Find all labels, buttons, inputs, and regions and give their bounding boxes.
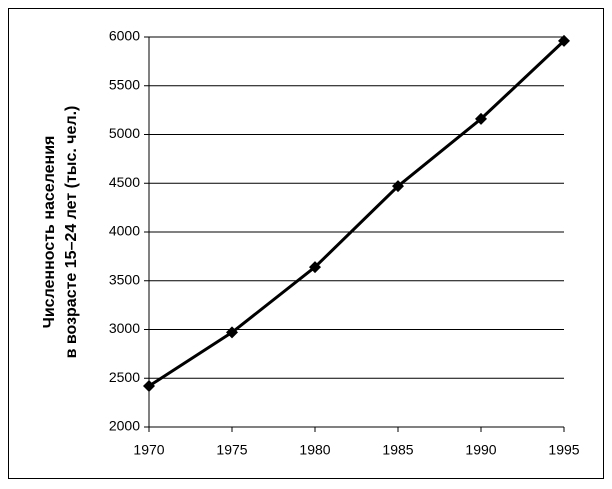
y-tick-label: 3500 [109, 271, 140, 287]
data-point [226, 326, 238, 339]
y-tick-label: 2000 [109, 418, 140, 434]
y-tick-label: 6000 [109, 28, 140, 44]
y-tick-label: 5500 [109, 76, 140, 92]
y-axis-label: в возрасте 15–24 лет (тыс. чел.) [63, 106, 80, 359]
y-tick-label: 4000 [109, 223, 140, 239]
data-point [392, 180, 404, 193]
y-tick-label: 3000 [109, 320, 140, 336]
y-tick-label: 5000 [109, 125, 140, 141]
chart-border [8, 8, 604, 479]
data-point [558, 34, 570, 47]
x-tick-label: 1980 [299, 442, 330, 458]
data-point [475, 112, 487, 125]
x-tick-label: 1995 [548, 442, 579, 458]
data-point [309, 261, 321, 274]
x-tick-label: 1970 [133, 442, 164, 458]
data-point [143, 380, 155, 393]
x-tick-label: 1990 [465, 442, 496, 458]
x-tick-label: 1985 [382, 442, 413, 458]
x-tick-label: 1975 [216, 442, 247, 458]
data-line [148, 39, 566, 388]
y-axis-label: Численность населения [41, 136, 58, 329]
y-tick-label: 2500 [109, 369, 140, 385]
y-tick-label: 4500 [109, 174, 140, 190]
